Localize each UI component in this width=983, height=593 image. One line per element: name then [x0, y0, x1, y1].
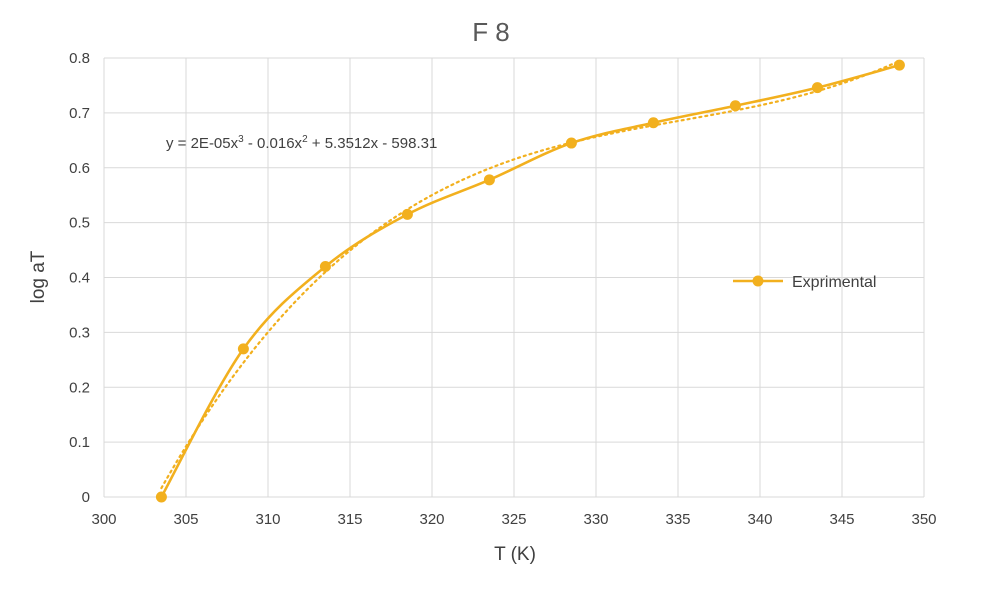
legend-label-exprimental: Exprimental [792, 274, 876, 291]
data-point-9 [893, 59, 905, 71]
series-points [155, 59, 905, 503]
series-line-exprimental [160, 63, 900, 498]
equation-sup-2: 2 [302, 134, 308, 145]
y-tick-label: 0.5 [69, 215, 90, 232]
data-point-0 [155, 491, 167, 503]
data-point-7 [729, 100, 741, 112]
data-point-4 [483, 174, 495, 186]
chart-title: F 8 [472, 17, 510, 47]
data-point-2 [319, 261, 331, 273]
x-tick-label: 310 [255, 511, 280, 528]
x-tick-label: 330 [583, 511, 608, 528]
y-tick-label: 0.3 [69, 324, 90, 341]
x-tick-label: 305 [173, 511, 198, 528]
data-point-6 [647, 117, 659, 129]
y-tick-label: 0.6 [69, 160, 90, 177]
trendline-equation: y = 2E-05x3 - 0.016x2 + 5.3512x - 598.31 [166, 134, 437, 152]
x-axis-title: T (K) [494, 544, 536, 565]
y-axis-title: log aT [28, 250, 49, 303]
equation-suffix: + 5.3512x - 598.31 [308, 135, 438, 152]
x-tick-label: 345 [829, 511, 854, 528]
x-tick-label: 300 [91, 511, 116, 528]
y-axis-tick-labels: 0 0.1 0.2 0.3 0.4 0.5 0.6 0.7 0.8 [69, 50, 90, 506]
x-tick-label: 335 [665, 511, 690, 528]
equation-prefix: y = 2E-05x [166, 135, 239, 152]
x-tick-label: 320 [419, 511, 444, 528]
y-tick-label: 0 [82, 489, 90, 506]
y-tick-label: 0.8 [69, 50, 90, 67]
equation-mid: - 0.016x [244, 135, 303, 152]
legend: Exprimental [733, 274, 876, 291]
x-tick-label: 350 [911, 511, 936, 528]
y-tick-label: 0.2 [69, 379, 90, 396]
data-point-1 [237, 343, 249, 355]
equation-sup-3: 3 [238, 134, 244, 145]
x-tick-label: 325 [501, 511, 526, 528]
y-tick-label: 0.4 [69, 270, 90, 287]
legend-marker-icon [752, 275, 764, 287]
x-axis-tick-labels: 300 305 310 315 320 325 330 335 340 345 350 [91, 511, 936, 528]
data-point-5 [565, 137, 577, 149]
y-tick-label: 0.1 [69, 434, 90, 451]
y-tick-label: 0.7 [69, 105, 90, 122]
trendline-polynomial [160, 59, 901, 490]
x-tick-label: 315 [337, 511, 362, 528]
x-tick-label: 340 [747, 511, 772, 528]
data-point-3 [401, 208, 413, 220]
data-point-8 [811, 82, 823, 94]
